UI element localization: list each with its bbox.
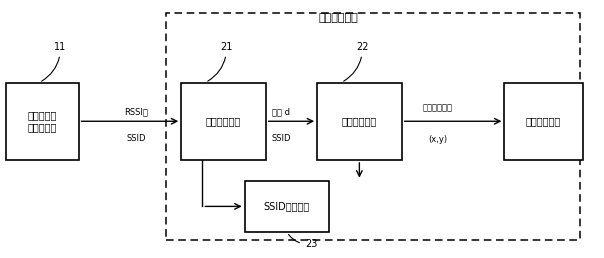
Bar	[245, 181, 329, 232]
Text: 修正定位单元: 修正定位单元	[526, 116, 561, 126]
Bar	[6, 83, 79, 160]
Text: 基本定位信
息处理单元: 基本定位信 息处理单元	[28, 110, 57, 132]
Text: RSSI值: RSSI值	[124, 107, 148, 116]
Bar	[504, 83, 583, 160]
Text: (x,y): (x,y)	[428, 135, 448, 144]
Text: SSID储存模块: SSID储存模块	[264, 201, 310, 211]
Bar	[181, 83, 266, 160]
Text: 定位算法模块: 定位算法模块	[342, 116, 377, 126]
Bar	[166, 13, 580, 240]
Text: SSID: SSID	[271, 134, 291, 143]
Text: SSID: SSID	[126, 134, 146, 143]
Text: 23: 23	[289, 235, 317, 249]
Text: 衰减模型模块: 衰减模型模块	[206, 116, 241, 126]
Text: 11: 11	[42, 42, 66, 81]
Text: 21: 21	[208, 42, 233, 81]
Bar	[317, 83, 402, 160]
Text: 距离 d: 距离 d	[272, 107, 290, 116]
Text: 初步定位单元: 初步定位单元	[318, 13, 358, 23]
Text: 22: 22	[344, 42, 368, 81]
Text: 初步定位结果: 初步定位结果	[423, 103, 453, 112]
